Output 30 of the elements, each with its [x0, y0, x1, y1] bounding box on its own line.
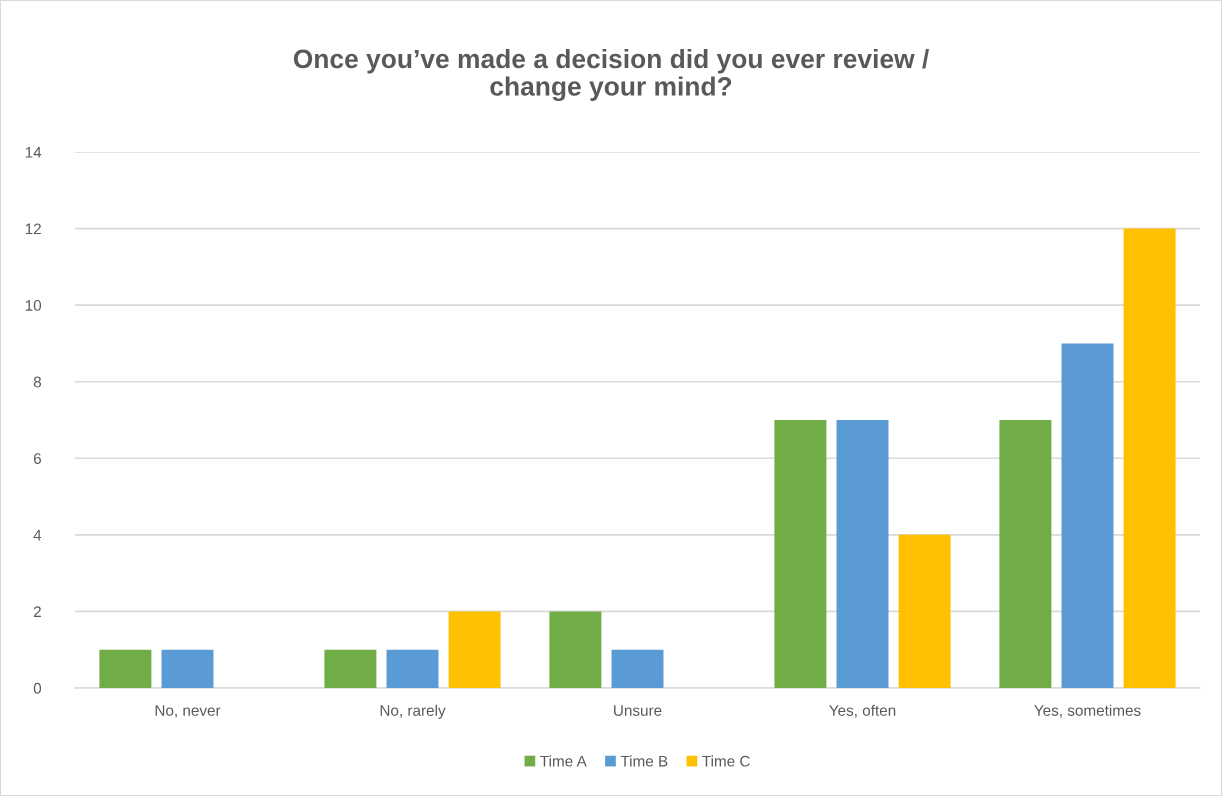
x-tick-label: No, rarely	[380, 704, 446, 719]
y-tick-label: 4	[33, 529, 42, 541]
bar	[611, 649, 664, 688]
bar	[774, 420, 827, 688]
bar	[1061, 343, 1114, 688]
y-tick-label: 8	[33, 376, 41, 388]
bar	[99, 649, 152, 688]
bar	[161, 649, 214, 688]
y-tick-label: 14	[25, 147, 42, 158]
x-tick-label: No, never	[155, 705, 221, 718]
x-tick-label: Unsure	[614, 705, 662, 716]
chart-title: Once you’ve made a decision did you ever review / change your mind?	[293, 48, 930, 102]
bar	[324, 649, 377, 688]
bar	[836, 420, 889, 688]
bar	[999, 420, 1052, 688]
bar	[448, 611, 501, 688]
bar	[386, 649, 439, 688]
y-tick-label: 0	[33, 682, 42, 694]
y-tick-label: 2	[33, 606, 41, 617]
y-tick-label: 10	[25, 300, 42, 311]
bar	[1123, 228, 1176, 688]
legend-label: Time A	[540, 755, 587, 767]
x-tick-label: Yes, often	[829, 704, 896, 718]
legend-label: Time C	[702, 755, 750, 767]
y-tick-label: 12	[25, 223, 41, 235]
bar	[549, 611, 602, 688]
legend-label: Time B	[620, 755, 668, 767]
x-tick-label: Yes, sometimes	[1034, 704, 1141, 718]
y-tick-label: 6	[33, 453, 41, 464]
bar	[898, 534, 951, 688]
